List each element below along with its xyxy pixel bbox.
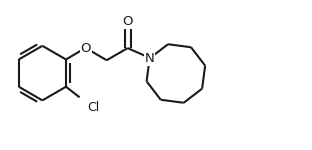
Text: Cl: Cl — [87, 101, 99, 114]
Text: O: O — [122, 15, 133, 28]
Text: O: O — [80, 42, 91, 55]
Text: N: N — [145, 52, 154, 65]
